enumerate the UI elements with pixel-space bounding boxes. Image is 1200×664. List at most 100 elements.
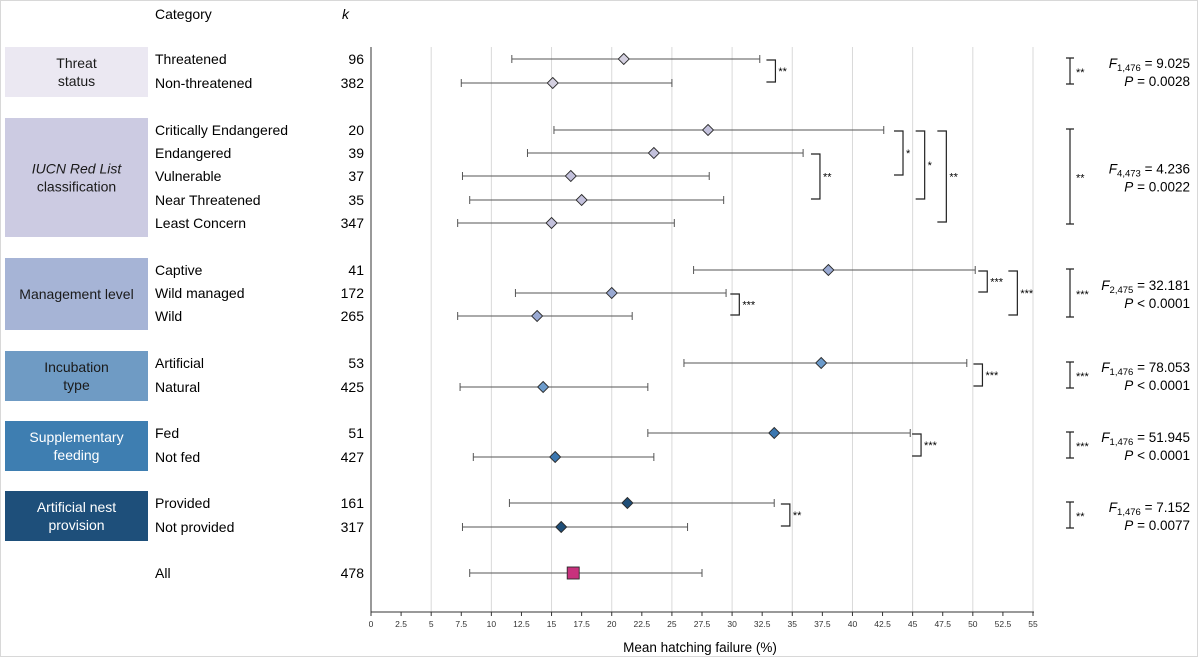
row-k: 41	[348, 262, 364, 278]
row-label: Natural	[155, 379, 200, 395]
row-k: 347	[341, 215, 365, 231]
stat-significance: **	[1076, 67, 1085, 79]
mean-marker	[617, 52, 630, 66]
f-value: = 32.181	[1133, 278, 1190, 293]
row-k: 317	[341, 519, 365, 535]
comparison-significance: ***	[924, 440, 938, 452]
x-axis-title: Mean hatching failure (%)	[623, 640, 777, 655]
comparison-bracket	[937, 130, 947, 223]
mean-marker	[530, 309, 544, 323]
p-letter: P	[1124, 180, 1133, 195]
row-k: 427	[341, 449, 365, 465]
row-k: 20	[348, 122, 364, 138]
category-header: Category	[155, 6, 212, 22]
x-tick-label: 27.5	[694, 619, 711, 629]
x-tick-label: 50	[968, 619, 978, 629]
row-label: Near Threatened	[155, 192, 261, 208]
x-tick-label: 55	[1028, 619, 1038, 629]
comparison-bracket	[978, 270, 988, 293]
comparison-bracket	[912, 433, 922, 457]
mean-marker	[564, 169, 577, 183]
f-letter: F	[1109, 162, 1118, 177]
comparison-bracket	[915, 130, 926, 200]
group-label: Management level	[19, 286, 133, 302]
stat-significance: ***	[1076, 441, 1090, 453]
p-number: < 0.0001	[1133, 448, 1190, 463]
pairwise-comparisons: *************************	[730, 59, 1034, 527]
comparison-bracket	[1008, 270, 1018, 316]
comparison-bracket	[810, 153, 821, 200]
f-degrees: 1,476	[1117, 507, 1141, 518]
x-tick-label: 40	[848, 619, 858, 629]
p-number: = 0.0077	[1133, 518, 1190, 533]
row-k: 478	[341, 565, 365, 581]
f-statistic: F2,475 = 32.181	[1101, 278, 1190, 296]
group-label: feeding	[54, 447, 100, 463]
row-label: Least Concern	[155, 215, 246, 231]
f-value: = 51.945	[1133, 430, 1190, 445]
group-label-box	[5, 118, 148, 237]
row-label: Non-threatened	[155, 75, 252, 91]
f-value: = 9.025	[1141, 56, 1190, 71]
mean-marker	[575, 193, 588, 207]
x-tick-label: 42.5	[874, 619, 891, 629]
mean-marker	[647, 146, 660, 160]
p-letter: P	[1124, 448, 1133, 463]
mean-marker	[822, 263, 835, 277]
stat-bracket	[1066, 268, 1074, 318]
p-value: P = 0.0028	[1124, 74, 1190, 89]
mean-marker	[815, 356, 828, 370]
overall-mean-marker	[566, 566, 580, 580]
p-number: < 0.0001	[1133, 378, 1190, 393]
row-label: Endangered	[155, 145, 231, 161]
x-tick-label: 12.5	[513, 619, 530, 629]
group-label: IUCN Red List	[32, 161, 123, 177]
grid-lines	[430, 47, 1034, 612]
p-value: P = 0.0022	[1124, 180, 1190, 195]
p-value: P < 0.0001	[1124, 296, 1190, 311]
f-degrees: 1,476	[1117, 63, 1141, 74]
row-label: Not provided	[155, 519, 234, 535]
x-axis: 0 2.5 5 7.5 10 12.5 15 17.5 20 22.5 25 27.5 30 32.5 35…	[369, 47, 1038, 629]
stat-bracket	[1066, 501, 1074, 529]
row-k: 161	[341, 495, 365, 511]
x-tick-label: 37.5	[814, 619, 831, 629]
f-degrees: 1,476	[1110, 367, 1134, 378]
f-value: = 4.236	[1141, 162, 1190, 177]
row-k: 35	[348, 192, 364, 208]
f-letter: F	[1109, 56, 1118, 71]
row-label: Threatened	[155, 51, 227, 67]
f-letter: F	[1101, 278, 1110, 293]
k-header: k	[342, 6, 350, 22]
row-label: Critically Endangered	[155, 122, 288, 138]
group-label: Artificial nest	[37, 499, 116, 515]
p-value: P < 0.0001	[1124, 448, 1190, 463]
comparison-significance: **	[793, 510, 802, 522]
p-letter: P	[1124, 296, 1133, 311]
stat-bracket	[1066, 57, 1074, 85]
group-label-box	[5, 421, 148, 471]
group-label: Supplementary	[29, 429, 123, 445]
comparison-significance: ***	[985, 370, 999, 382]
mean-marker	[546, 76, 559, 90]
group-label-box	[5, 491, 148, 541]
x-tick-label: 7.5	[455, 619, 467, 629]
row-label: Provided	[155, 495, 210, 511]
x-tick-label: 5	[429, 619, 434, 629]
comparison-significance: *	[928, 160, 933, 172]
p-value: P < 0.0001	[1124, 378, 1190, 393]
f-letter: F	[1101, 430, 1110, 445]
mean-marker	[549, 450, 562, 464]
group-label: Threat	[56, 55, 97, 71]
group-label: provision	[48, 517, 104, 533]
row-label: Wild	[155, 308, 182, 324]
category-groups: Threat status IUCN Red List classification M…	[5, 47, 148, 541]
comparison-bracket	[973, 363, 984, 387]
row-k: 96	[348, 51, 364, 67]
stat-significance: ***	[1076, 289, 1090, 301]
comparison-significance: *	[906, 148, 911, 160]
f-statistic: F4,473 = 4.236	[1109, 162, 1190, 180]
p-number: = 0.0028	[1133, 74, 1190, 89]
row-k: 51	[348, 425, 364, 441]
